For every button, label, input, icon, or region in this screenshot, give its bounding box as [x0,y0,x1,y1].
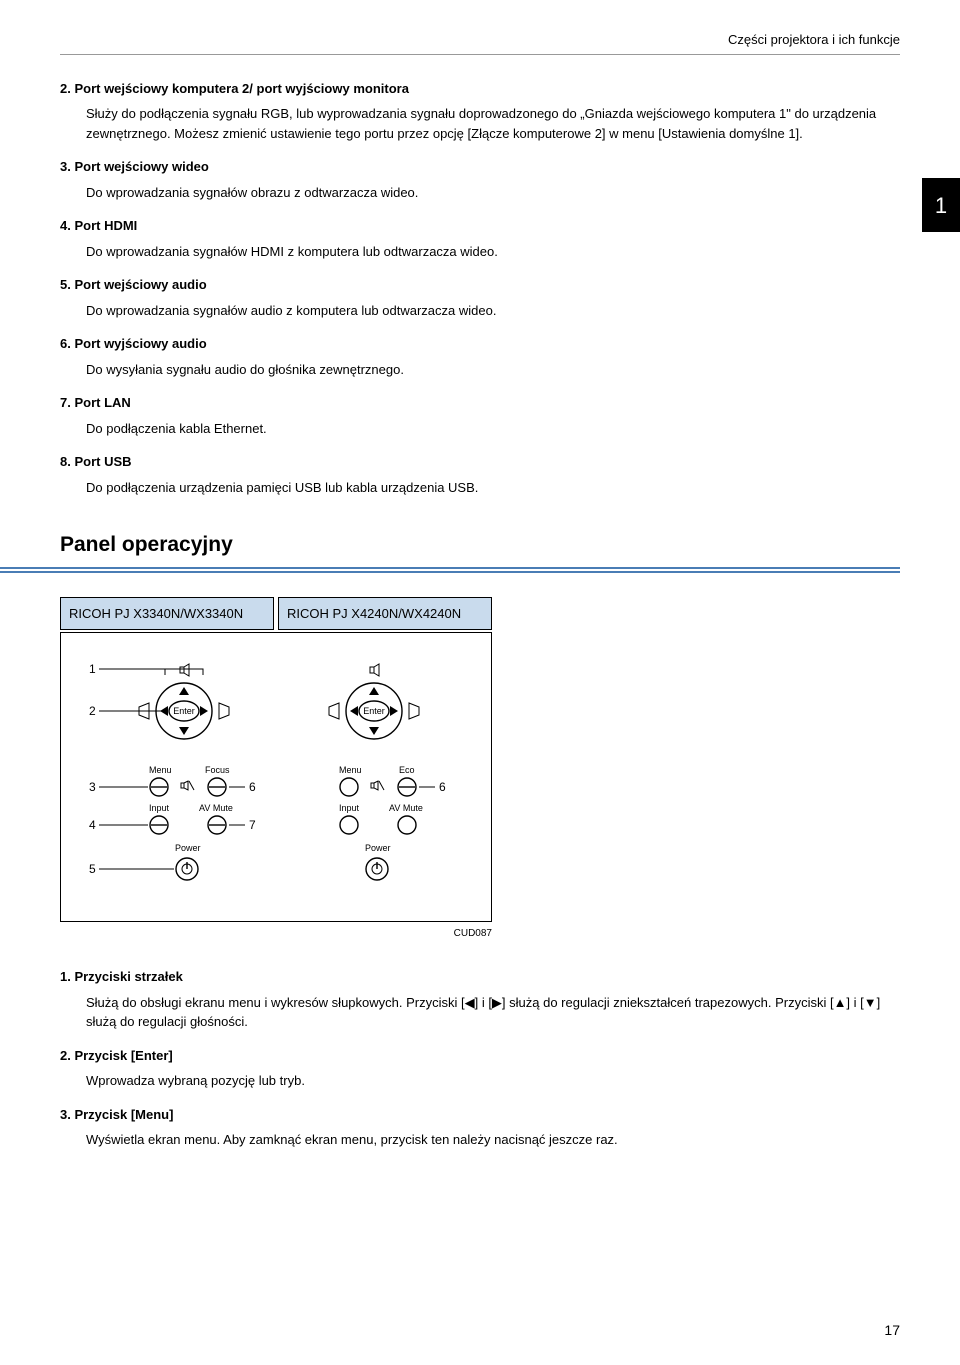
button-list: 1. Przyciski strzałek Służą do obsługi e… [60,967,900,1150]
item-heading: 4. Port HDMI [60,216,900,236]
buttons-b: Menu Input Power Eco AV Mute [339,765,423,880]
svg-text:6: 6 [439,780,446,794]
eco-label: Eco [399,765,415,775]
svg-text:7: 7 [249,818,256,832]
item-heading: 7. Port LAN [60,393,900,413]
model-header-b: RICOH PJ X4240N/WX4240N [278,597,492,631]
input-label: Input [149,803,170,813]
item-body: Do wprowadzania sygnałów obrazu z odtwar… [86,183,900,203]
panel-svg: Enter Menu Input [69,641,489,915]
power-label: Power [175,843,201,853]
item-body: Wyświetla ekran menu. Aby zamknąć ekran … [86,1130,900,1150]
model-header-a: RICOH PJ X3340N/WX3340N [60,597,274,631]
focus-label: Focus [205,765,230,775]
svg-text:6: 6 [249,780,256,794]
item-heading: 2. Przycisk [Enter] [60,1046,900,1066]
item-heading: 1. Przyciski strzałek [60,967,900,987]
page-number: 17 [884,1320,900,1341]
item-heading: 2. Port wejściowy komputera 2/ port wyjś… [60,79,900,99]
item-body: Do wprowadzania sygnałów HDMI z komputer… [86,242,900,262]
panel-figure: RICOH PJ X3340N/WX3340N RICOH PJ X4240N/… [60,597,900,942]
item-heading: 3. Port wejściowy wideo [60,157,900,177]
item-heading: 8. Port USB [60,452,900,472]
item-heading: 5. Port wejściowy audio [60,275,900,295]
enter-label-b: Enter [363,706,385,716]
item-body: Wprowadza wybraną pozycję lub tryb. [86,1071,900,1091]
buttons-a: Menu Input Power Focus [149,765,233,880]
item-body: Do wysyłania sygnału audio do głośnika z… [86,360,900,380]
dpad-a: Enter [139,664,229,739]
chapter-tab: 1 [922,178,960,232]
section-rule [0,567,900,573]
figure-code: CUD087 [60,926,492,941]
section-title: Panel operacyjny [0,529,900,561]
menu-label: Menu [149,765,172,775]
enter-label-a: Enter [173,706,195,716]
power-label-b: Power [365,843,391,853]
avmute-label-b: AV Mute [389,803,423,813]
svg-text:2: 2 [89,704,96,718]
item-heading: 6. Port wyjściowy audio [60,334,900,354]
avmute-label: AV Mute [199,803,233,813]
page-header: Części projektora i ich funkcje [60,30,900,55]
callouts: 1 2 3 4 5 6 7 6 [89,662,446,876]
svg-text:1: 1 [89,662,96,676]
item-body: Do wprowadzania sygnałów audio z kompute… [86,301,900,321]
item-body: Służy do podłączenia sygnału RGB, lub wy… [86,104,900,143]
item-body: Do podłączenia urządzenia pamięci USB lu… [86,478,900,498]
panel-diagram-box: Enter Menu Input [60,632,492,922]
svg-text:3: 3 [89,780,96,794]
input-label-b: Input [339,803,360,813]
svg-text:5: 5 [89,862,96,876]
port-list: 2. Port wejściowy komputera 2/ port wyjś… [60,79,900,498]
dpad-b: Enter [329,664,419,739]
svg-text:4: 4 [89,818,96,832]
menu-label-b: Menu [339,765,362,775]
item-body: Służą do obsługi ekranu menu i wykresów … [86,993,900,1032]
item-heading: 3. Przycisk [Menu] [60,1105,900,1125]
item-body: Do podłączenia kabla Ethernet. [86,419,900,439]
